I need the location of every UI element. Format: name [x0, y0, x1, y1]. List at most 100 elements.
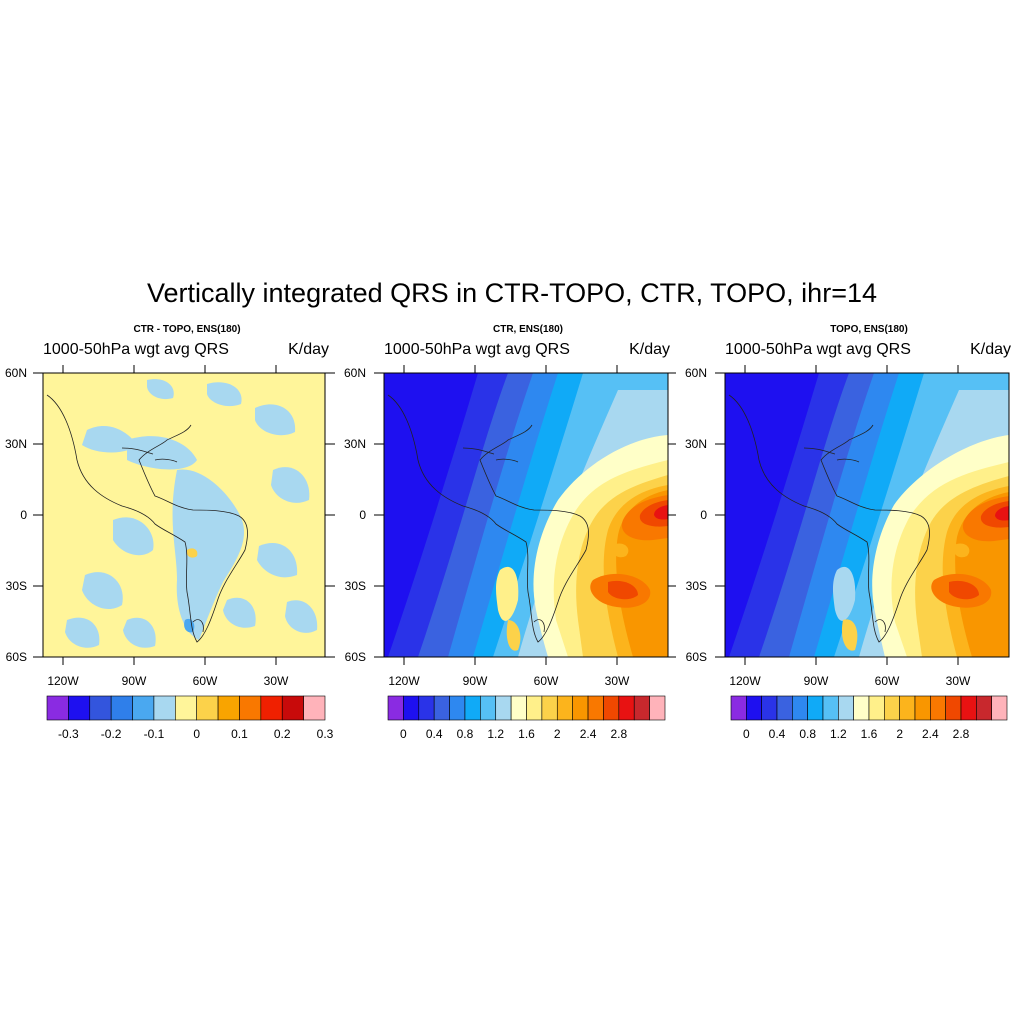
lat-label: 0 [359, 508, 366, 522]
colorbar-label: 0.8 [799, 727, 816, 741]
colorbar-box [792, 695, 808, 721]
colorbar-label: 2.8 [610, 727, 627, 741]
panel-ctr: CTR, ENS(180) 1000-50hPa wgt avg QRS K/d… [344, 320, 676, 741]
lon-label: 60W [534, 674, 559, 688]
lon-label: 90W [463, 674, 488, 688]
lon-labels: 120W 90W 60W 30W [47, 674, 289, 688]
lon-label: 90W [122, 674, 147, 688]
lon-label: 120W [388, 674, 420, 688]
colorbar-box [153, 695, 176, 721]
panel-subtitle: CTR - TOPO, ENS(180) [133, 324, 241, 335]
panel-variable-label: 1000-50hPa wgt avg QRS [384, 341, 570, 358]
panel-subtitle: TOPO, ENS(180) [830, 324, 908, 335]
axis-ticks [374, 365, 676, 665]
colorbar-label: 0.3 [317, 727, 334, 741]
colorbar-box [776, 695, 793, 721]
colorbar-box [618, 695, 635, 721]
axis-ticks [33, 365, 335, 665]
panel-units-label: K/day [970, 341, 1011, 358]
colorbar-box [730, 695, 747, 721]
colorbar-box [945, 695, 962, 721]
colorbar-box [46, 695, 69, 721]
lat-label: 60S [6, 650, 27, 664]
lat-labels-left: 60N 30N 0 30S 60S [344, 366, 366, 664]
colorbar-box [281, 695, 304, 721]
colorbar-label: 0.4 [426, 727, 443, 741]
lat-label: 0 [20, 508, 27, 522]
colorbar-box [495, 695, 512, 721]
colorbar: -0.3 -0.2 -0.1 0 0.1 0.2 0.3 [46, 695, 334, 741]
colorbar-box [68, 695, 91, 721]
lon-label: 30W [946, 674, 971, 688]
axis-ticks [715, 365, 959, 665]
colorbar-box [556, 695, 573, 721]
colorbar-box [449, 695, 466, 721]
colorbar-label: -0.1 [144, 727, 165, 741]
panel-topo: TOPO, ENS(180) 1000-50hPa wgt avg QRS K/… [685, 320, 1011, 741]
panel-units-label: K/day [629, 341, 670, 358]
colorbar-box [930, 695, 946, 721]
lat-label: 0 [700, 508, 707, 522]
lon-label: 30W [264, 674, 289, 688]
colorbar-label: 2 [896, 727, 903, 741]
colorbar-box [868, 695, 885, 721]
colorbar-box [853, 695, 870, 721]
colorbar-label: 1.2 [487, 727, 504, 741]
lat-label: 60S [686, 650, 707, 664]
map-plot: 60N 30N 0 30S 60S 120W 90W 60W 30W 0 0.4 0… [685, 365, 1010, 741]
map-plot: 60N 30N 0 30S 60S 120W 90W 60W 30W -0.3-… [5, 365, 335, 741]
colorbar-box [175, 695, 197, 721]
colorbar-box [110, 695, 133, 721]
colorbar-box [510, 695, 527, 721]
colorbar-box [418, 695, 435, 721]
colorbar-box [260, 695, 283, 721]
lat-label: 30N [685, 437, 707, 451]
colorbar-label: 2.8 [953, 727, 970, 741]
colorbar-box [433, 695, 450, 721]
colorbar-label: 0 [193, 727, 200, 741]
colorbar-box [196, 695, 219, 721]
coastlines [387, 394, 589, 643]
colorbar-box [603, 695, 620, 721]
colorbar-label: 0.1 [231, 727, 248, 741]
colorbar-label: -0.3 [58, 727, 79, 741]
panel-subtitle: CTR, ENS(180) [492, 324, 563, 335]
colorbar-label: 1.6 [861, 727, 878, 741]
colorbar-box [761, 695, 778, 721]
colorbar-box [822, 695, 839, 721]
colorbar: 0 0.4 0.8 1.2 1.6 2 2.4 2.8 [730, 695, 1008, 741]
colorbar-label: 1.6 [518, 727, 535, 741]
colorbar-box [884, 695, 900, 721]
colorbar-box [132, 695, 155, 721]
lat-labels-left: 60N 30N 0 30S 60S [685, 366, 707, 664]
colorbar-box [403, 695, 420, 721]
colorbar-box [303, 695, 326, 721]
colorbar-box [387, 695, 404, 721]
field-shading [384, 373, 668, 657]
lat-label: 30N [5, 437, 27, 451]
colorbar-box [572, 695, 589, 721]
colorbar-label: 1.2 [830, 727, 847, 741]
lon-labels: 120W 90W 60W 30W [388, 674, 630, 688]
colorbar-label: 0 [743, 727, 750, 741]
colorbar-box [587, 695, 604, 721]
colorbar-label: 0.4 [769, 727, 786, 741]
colorbar-box [914, 695, 931, 721]
colorbar-label: 2.4 [580, 727, 597, 741]
colorbar-box [807, 695, 824, 721]
field-shading [725, 373, 1009, 657]
lon-label: 30W [605, 674, 630, 688]
panel-variable-label: 1000-50hPa wgt avg QRS [43, 341, 229, 358]
map-plot: 60N 30N 0 30S 60S 120W 90W 60W 30W 0 0.4 0… [344, 365, 676, 741]
colorbar-box [960, 695, 977, 721]
colorbar-box [633, 695, 650, 721]
lon-labels: 120W 90W 60W 30W [729, 674, 971, 688]
lat-label: 60N [344, 366, 366, 380]
colorbar-box [976, 695, 992, 721]
colorbar-box [649, 695, 666, 721]
coastlines [728, 394, 930, 643]
colorbar-box [480, 695, 497, 721]
colorbar-box [526, 695, 543, 721]
lon-label: 120W [729, 674, 761, 688]
colorbar-label: -0.2 [101, 727, 122, 741]
